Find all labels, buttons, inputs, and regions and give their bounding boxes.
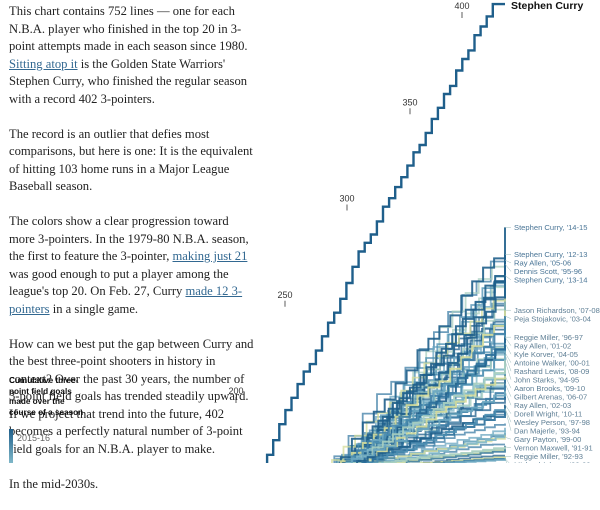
colors-text-a: The colors show a clear progression towa… bbox=[9, 213, 249, 264]
label-leader-line bbox=[504, 375, 512, 389]
series-label-ray-allen-01-02: Ray Allen, '01-02 bbox=[514, 341, 571, 350]
series-label-ray-allen-05-06: Ray Allen, '05-06 bbox=[514, 259, 571, 268]
series-line-vernon-maxwell-91-91 bbox=[372, 446, 506, 463]
label-leader-line bbox=[504, 383, 512, 397]
series-line-jason-richardson-07-08 bbox=[339, 310, 506, 463]
series-label-stephen-curry-12-13: Stephen Curry, '12-13 bbox=[514, 250, 588, 259]
series-label-kyle-korver-04-05: Kyle Korver, '04-05 bbox=[514, 350, 578, 359]
label-leader-line bbox=[504, 408, 512, 431]
series-label-dan-majerle-93-94: Dan Majerle, '93-94 bbox=[514, 426, 580, 435]
made-12-link[interactable]: made 12 3-pointers bbox=[9, 284, 243, 316]
label-leader-line bbox=[504, 259, 512, 264]
y-tick-label-400: 400 bbox=[454, 1, 469, 11]
background-player-line bbox=[405, 445, 506, 463]
series-line-gary-payton-99-00 bbox=[381, 436, 505, 463]
series-label-stephen-curry-14-15: Stephen Curry, '14-15 bbox=[514, 223, 588, 232]
series-label-gary-payton-99-00: Gary Payton, '99-00 bbox=[514, 435, 581, 444]
article-text: This chart contains 752 lines — one for … bbox=[9, 3, 257, 510]
context-paragraph: How can we best put the gap between Curr… bbox=[9, 336, 254, 457]
series-label-aaron-brooks-09-10: Aaron Brooks, '09-10 bbox=[514, 384, 585, 393]
background-player-lines bbox=[331, 253, 506, 463]
y-tick-label-350: 350 bbox=[402, 97, 417, 107]
conclusion-paragraph: In the mid-2030s. bbox=[9, 476, 99, 491]
label-leader-line bbox=[504, 263, 512, 272]
legend-color-bar bbox=[9, 429, 13, 463]
sitting-atop-link[interactable]: Sitting atop it bbox=[9, 56, 78, 71]
label-leader-line bbox=[504, 458, 510, 463]
label-leader-line bbox=[504, 337, 512, 346]
label-leader-line bbox=[504, 354, 512, 372]
legend-year-label: 2015-16 bbox=[17, 433, 51, 443]
label-leader-line bbox=[504, 446, 512, 448]
intro-paragraph: This chart contains 752 lines — one for … bbox=[9, 3, 257, 109]
player-labels: Stephen Curry Stephen Curry, '14-15 Stephe… bbox=[504, 0, 600, 463]
background-player-line bbox=[411, 454, 505, 463]
series-line-antoine-walker-00-01 bbox=[350, 352, 506, 463]
series-line-ray-allen-02-03 bbox=[350, 391, 506, 463]
labeled-player-lines bbox=[339, 227, 506, 463]
colors-paragraph: The colors show a clear progression towa… bbox=[9, 213, 257, 319]
series-label-reggie-miller-96-97: Reggie Miller, '96-97 bbox=[514, 333, 583, 342]
y-tick-label-300: 300 bbox=[339, 194, 354, 204]
series-label-gilbert-arenas-06-07: Gilbert Arenas, '06-07 bbox=[514, 392, 587, 401]
series-label-stephen-curry-13-14: Stephen Curry, '13-14 bbox=[514, 276, 588, 285]
label-leader-line bbox=[504, 360, 512, 380]
series-label-dorell-wright-10-11: Dorell Wright, '10-11 bbox=[514, 409, 582, 418]
series-line-dorell-wright-10-11 bbox=[356, 404, 506, 463]
background-player-line bbox=[361, 427, 506, 463]
y-tick-label-250: 250 bbox=[277, 290, 292, 300]
series-label-dennis-scott-95-96: Dennis Scott, '95-96 bbox=[514, 267, 582, 276]
series-line-peja-stojakovic-03-04 bbox=[345, 316, 506, 463]
label-leader-line bbox=[504, 315, 512, 319]
label-leader-line bbox=[504, 437, 512, 440]
legend-title: Cumulative three-point field goals made … bbox=[9, 376, 84, 417]
series-label-wesley-person-97-98: Wesley Person, '97-98 bbox=[514, 418, 590, 427]
outlier-paragraph: The record is an outlier that defies mos… bbox=[9, 126, 253, 194]
label-leader-line bbox=[504, 408, 512, 423]
colors-text-b: was good enough to put a player among th… bbox=[9, 266, 229, 299]
series-label-michael-adams-88-89: Michael Adams, '88-89 bbox=[514, 461, 591, 463]
series-label-rashard-lewis-08-09: Rashard Lewis, '08-09 bbox=[514, 367, 589, 376]
series-label-ray-allen-02-03: Ray Allen, '02-03 bbox=[514, 401, 571, 410]
series-line-wesley-person-97-98 bbox=[361, 408, 506, 463]
label-leader-line bbox=[504, 342, 512, 355]
label-leader-line bbox=[504, 458, 508, 463]
series-line-ryan-anderson-11-12 bbox=[435, 458, 506, 463]
series-label-john-starks-94-95: John Starks, '94-95 bbox=[514, 375, 579, 384]
label-leader-line bbox=[504, 390, 512, 406]
series-label-vernon-maxwell-91-91: Vernon Maxwell, '91-91 bbox=[514, 443, 593, 452]
intro-text-a: This chart contains 752 lines — one for … bbox=[9, 4, 248, 54]
label-leader-line bbox=[504, 352, 512, 363]
series-label-antoine-walker-00-01: Antoine Walker, '00-01 bbox=[514, 358, 590, 367]
series-line-ray-allen-05-06 bbox=[351, 260, 506, 463]
series-line-stephen-curry-record bbox=[265, 2, 505, 463]
intro-text-b: is the Golden State Warriors' Stephen Cu… bbox=[9, 56, 248, 106]
stephen-curry-record-label: Stephen Curry bbox=[511, 0, 584, 12]
series-line-john-starks-94-95 bbox=[351, 360, 506, 463]
colors-text-c: in a single game. bbox=[52, 301, 139, 316]
label-leader-line bbox=[504, 275, 512, 281]
series-line-dan-majerle-93-94 bbox=[366, 408, 506, 463]
series-label-reggie-miller-92-93: Reggie Miller, '92-93 bbox=[514, 452, 583, 461]
series-label-jason-richardson-07-08: Jason Richardson, '07-08 bbox=[514, 306, 600, 315]
background-player-line bbox=[331, 298, 506, 463]
series-line-stephen-curry-14-15 bbox=[339, 227, 506, 463]
background-player-line bbox=[359, 253, 506, 463]
y-tick-label-200: 200 bbox=[228, 386, 243, 396]
y-axis-ticks: 200 250 300 350 400 bbox=[228, 1, 470, 403]
curry-record-line bbox=[265, 2, 505, 463]
series-label-peja-stojakovic-03-04: Peja Stojakovic, '03-04 bbox=[514, 314, 591, 323]
label-leader-line bbox=[504, 404, 512, 414]
making-just-21-link[interactable]: making just 21 bbox=[172, 249, 248, 264]
